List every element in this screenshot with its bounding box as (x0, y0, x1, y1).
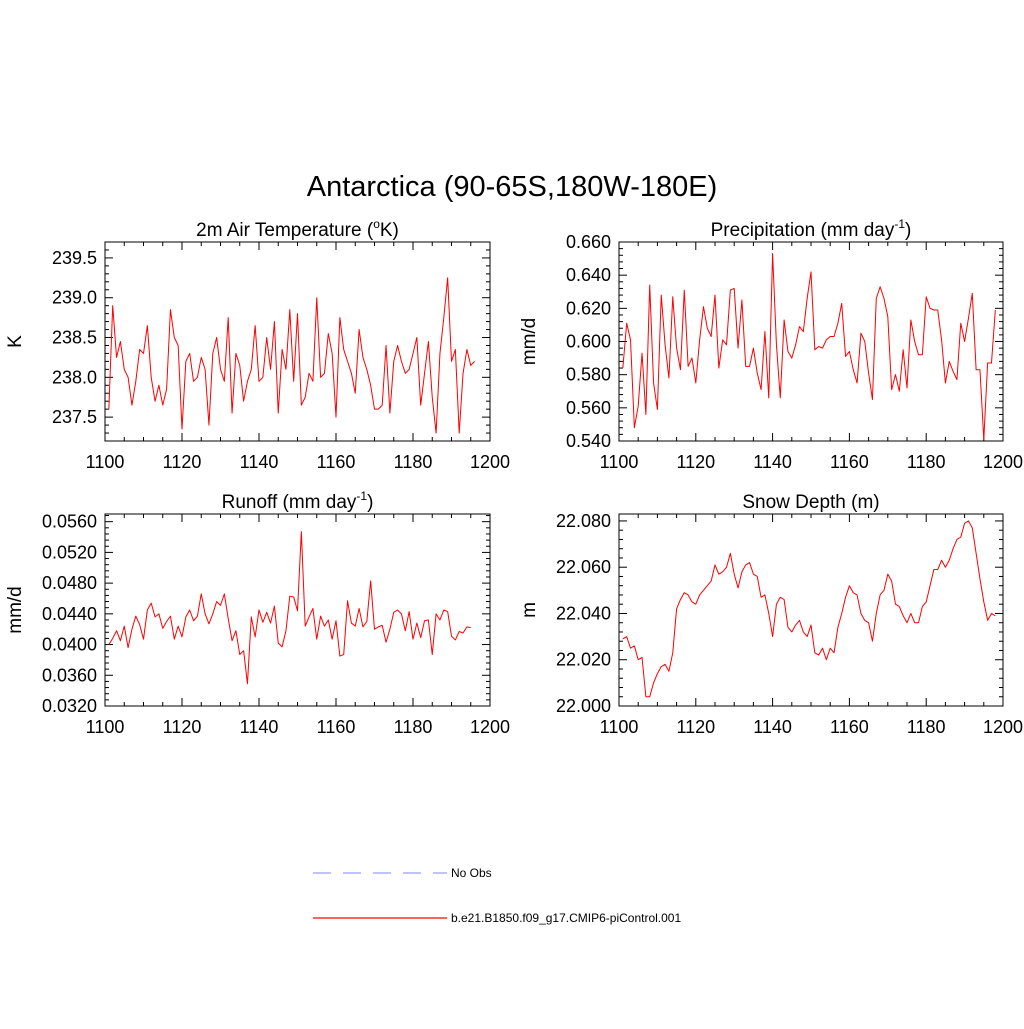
y-tick-label: 22.080 (556, 511, 611, 531)
series-line (108, 531, 471, 685)
x-tick-label: 1100 (86, 452, 125, 472)
series-line (108, 277, 475, 434)
x-tick-label: 1160 (830, 452, 869, 472)
y-tick-label: 22.000 (556, 696, 611, 716)
panel-title-part: Runoff (mm day (222, 492, 357, 513)
y-tick-label: 237.5 (52, 407, 97, 427)
y-tick-label: 0.0520 (42, 542, 97, 562)
y-axis-label: mm/d (5, 586, 26, 634)
panel-title: Runoff (mm day-1) (222, 489, 374, 513)
panel-title-part: Snow Depth (m) (742, 492, 879, 513)
panel-1: 2m Air Temperature (oK) K 1100 1120 1140 1160… (5, 217, 510, 472)
x-tick-label: 1140 (753, 452, 792, 472)
panel-2: Precipitation (mm day-1) mm/d 1100 1120 1140… (519, 217, 1023, 472)
x-tick-label: 1140 (240, 717, 279, 737)
series-line (622, 253, 996, 440)
series-line (622, 520, 996, 698)
y-tick-label: 0.0360 (42, 665, 97, 685)
legend-obs-label: No Obs (451, 866, 492, 880)
y-axis-label: K (5, 335, 26, 348)
y-tick-label: 0.600 (566, 332, 611, 352)
y-tick-label: 0.580 (566, 365, 611, 385)
y-tick-label: 0.0560 (42, 512, 97, 532)
panel-title-part: Precipitation (mm day (711, 220, 895, 241)
x-tick-label: 1180 (907, 452, 946, 472)
x-tick-label: 1120 (163, 717, 202, 737)
panels: 2m Air Temperature (oK) K 1100 1120 1140 1160… (5, 217, 1023, 737)
x-tick-label: 1100 (600, 452, 639, 472)
plot-frame (104, 241, 491, 442)
x-tick-label: 1180 (394, 717, 433, 737)
y-tick-label: 0.0480 (42, 573, 97, 593)
legend-model-label: b.e21.B1850.f09_g17.CMIP6-piControl.001 (451, 911, 681, 925)
panel-title: 2m Air Temperature (oK) (196, 217, 399, 241)
x-tick-label: 1200 (470, 717, 510, 737)
y-tick-label: 0.560 (566, 398, 611, 418)
y-tick-label: 0.540 (566, 431, 611, 451)
y-tick-label: 238.5 (52, 328, 97, 348)
y-tick-label: 0.0400 (42, 635, 97, 655)
y-tick-label: 239.0 (52, 288, 97, 308)
x-tick-label: 1140 (240, 452, 279, 472)
y-tick-label: 0.620 (566, 298, 611, 318)
x-tick-label: 1200 (983, 452, 1023, 472)
x-tick-label: 1180 (394, 452, 433, 472)
y-tick-label: 22.060 (556, 557, 611, 577)
y-tick-label: 239.5 (52, 248, 97, 268)
panel-3: Runoff (mm day-1) mm/d 1100 1120 1140 1160 118… (5, 489, 510, 737)
y-tick-label: 0.640 (566, 265, 611, 285)
panel-title-part: K) (380, 220, 399, 241)
y-tick-label: 22.020 (556, 650, 611, 670)
x-tick-label: 1180 (907, 717, 946, 737)
x-tick-label: 1160 (317, 452, 356, 472)
panel-title-part: -1 (894, 217, 905, 231)
x-tick-label: 1120 (676, 452, 715, 472)
panel-title-part: o (373, 217, 380, 231)
panel-4: Snow Depth (m) m 1100 1120 1140 1160 1180 1200 2… (519, 492, 1023, 737)
figure-title: Antarctica (90-65S,180W-180E) (307, 171, 718, 203)
x-tick-label: 1100 (600, 717, 639, 737)
y-tick-label: 0.660 (566, 232, 611, 252)
legend: No Obs b.e21.B1850.f09_g17.CMIP6-piContr… (313, 866, 681, 925)
y-tick-label: 22.040 (556, 603, 611, 623)
x-tick-label: 1100 (86, 717, 125, 737)
x-tick-label: 1120 (163, 452, 202, 472)
y-axis-label: m (519, 602, 540, 618)
x-tick-label: 1160 (830, 717, 869, 737)
panel-title: Snow Depth (m) (742, 492, 879, 513)
panel-title-part: ) (905, 220, 911, 241)
y-axis-label: mm/d (519, 318, 540, 366)
panel-title-part: 2m Air Temperature ( (196, 220, 374, 241)
x-tick-label: 1200 (470, 452, 510, 472)
y-tick-label: 238.0 (52, 367, 97, 387)
x-tick-label: 1200 (983, 717, 1023, 737)
panel-title-part: ) (367, 492, 373, 513)
x-tick-label: 1120 (676, 717, 715, 737)
y-tick-label: 0.0320 (42, 696, 97, 716)
x-tick-label: 1140 (753, 717, 792, 737)
x-tick-label: 1160 (317, 717, 356, 737)
y-tick-label: 0.0440 (42, 604, 97, 624)
panel-title-part: -1 (356, 489, 367, 503)
panel-title: Precipitation (mm day-1) (711, 217, 912, 241)
